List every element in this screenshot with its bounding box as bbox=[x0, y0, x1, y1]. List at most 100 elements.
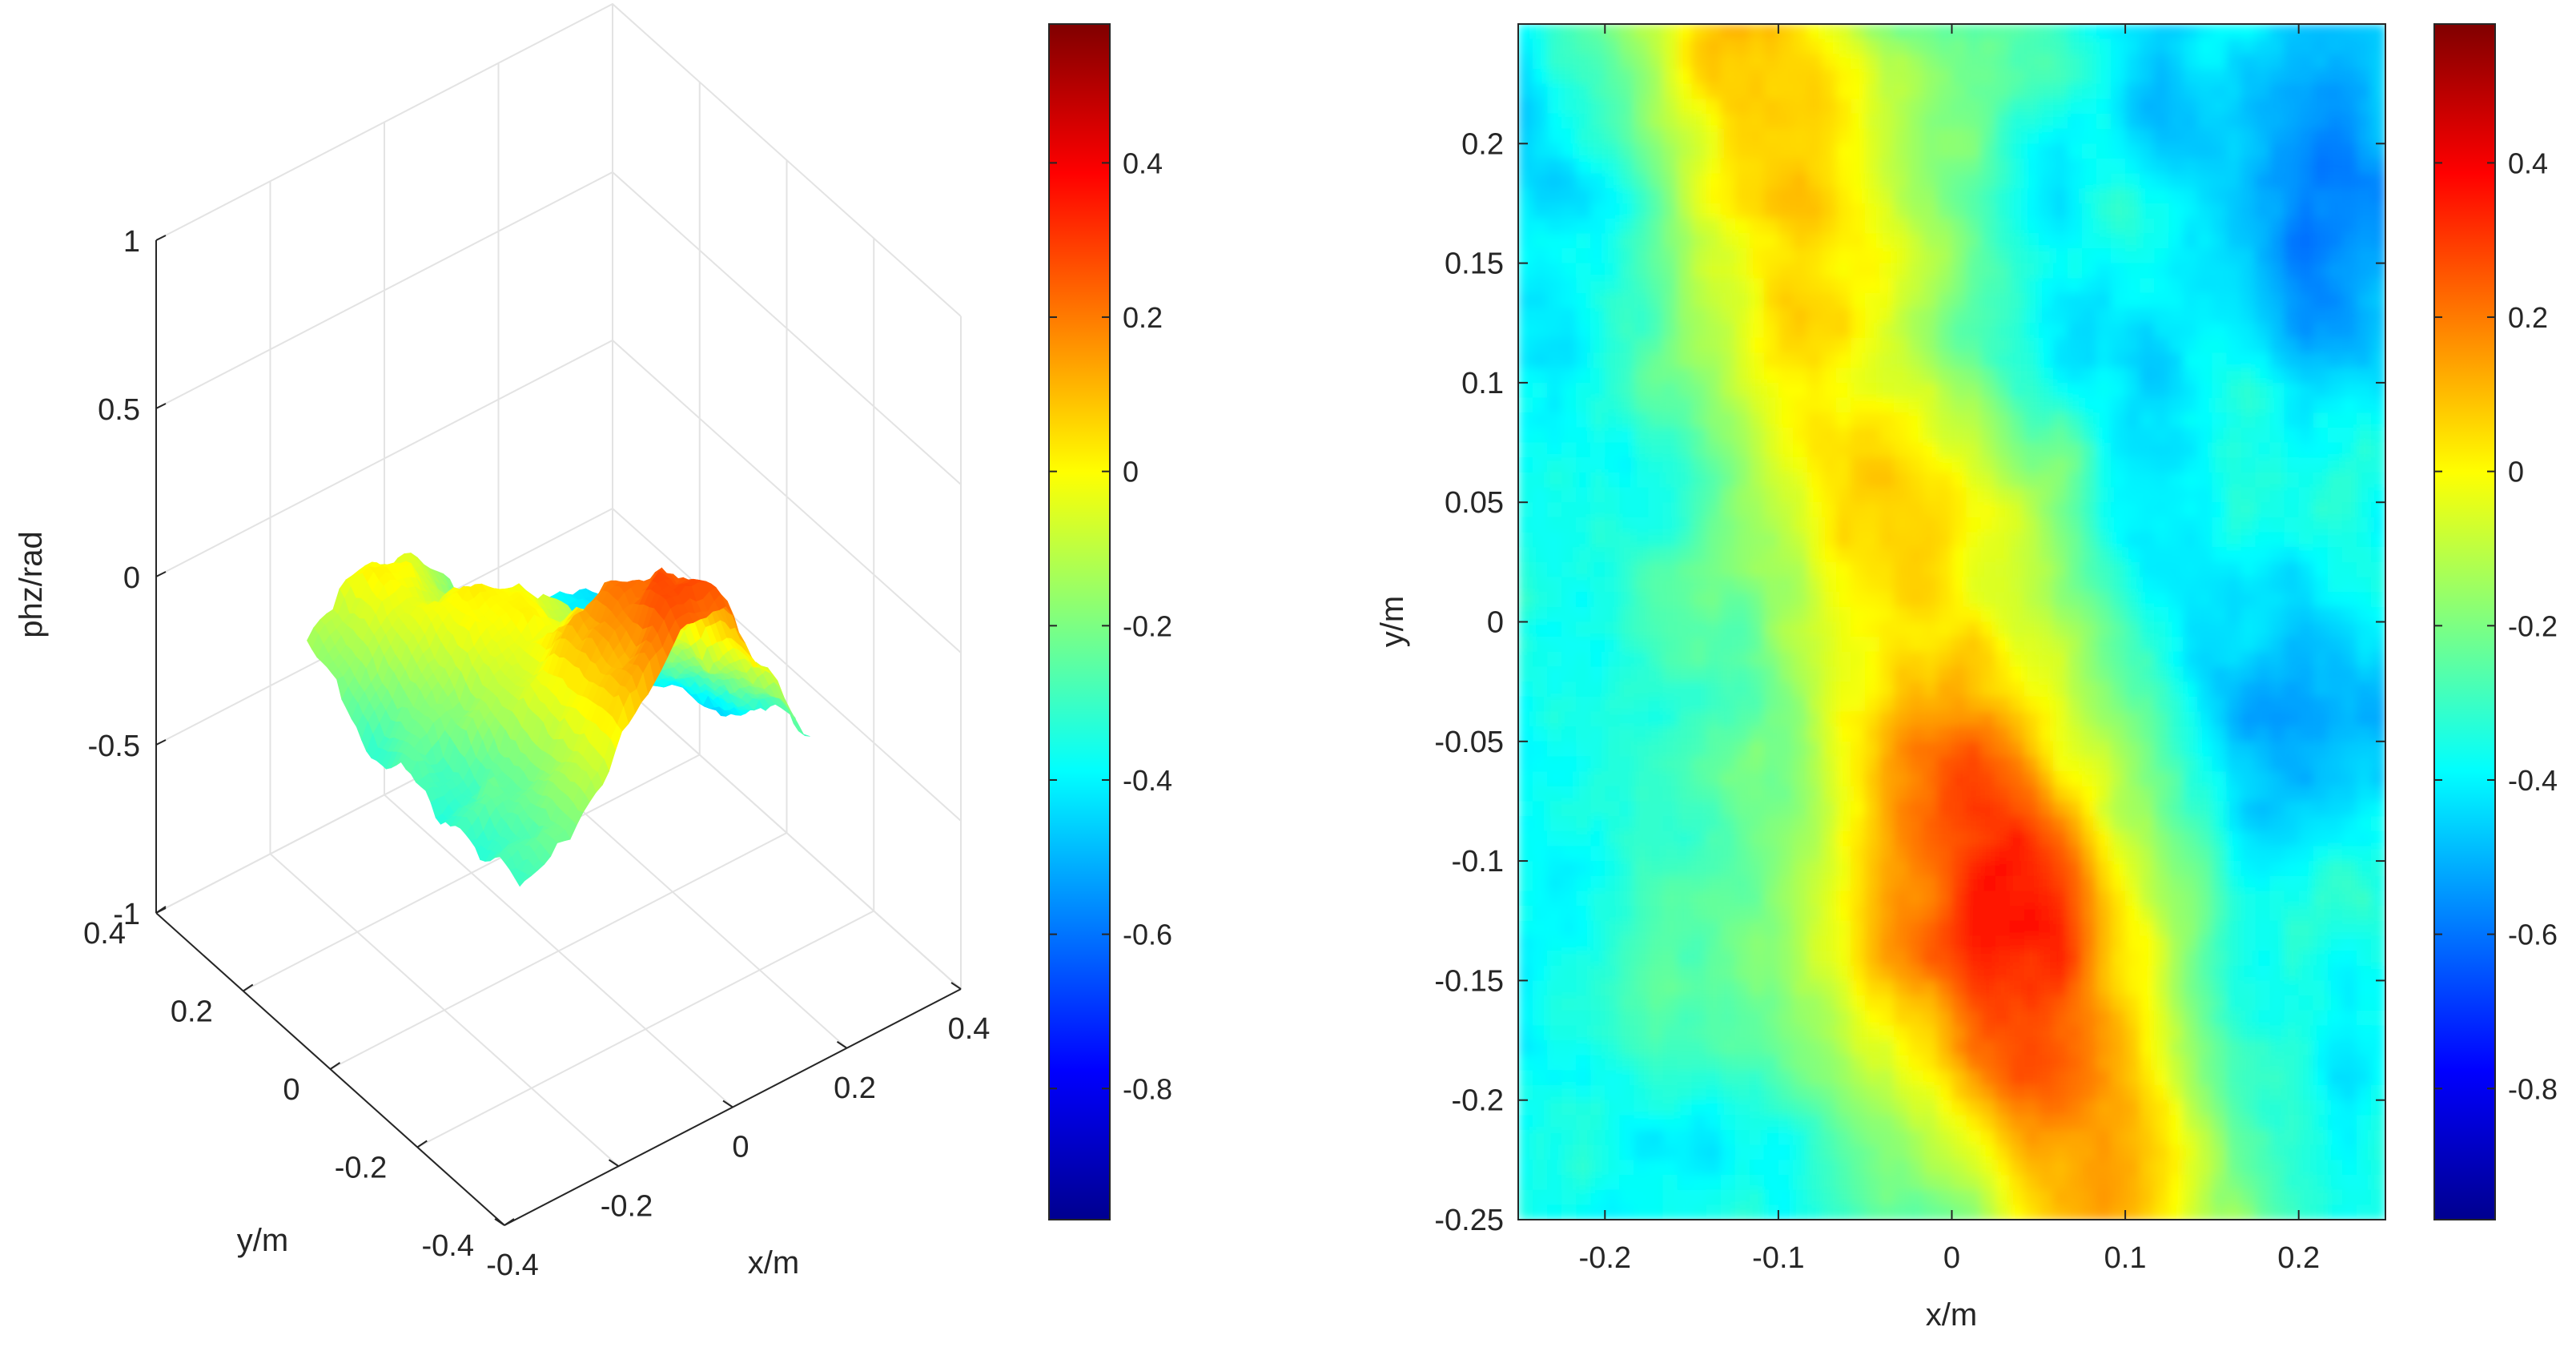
heatmap-cell bbox=[1908, 651, 1924, 668]
heatmap-cell bbox=[2298, 368, 2314, 384]
heatmap-cell bbox=[2313, 696, 2329, 713]
heatmap-cell bbox=[2009, 442, 2025, 459]
heatmap-cell bbox=[1894, 741, 1910, 758]
heatmap-cell bbox=[1879, 292, 1895, 309]
heatmap-cell bbox=[1923, 726, 1939, 742]
heatmap-cell bbox=[1706, 113, 1722, 130]
heatmap-cell bbox=[2154, 637, 2170, 653]
heatmap-cell bbox=[2197, 666, 2213, 682]
heatmap-cell bbox=[1662, 472, 1678, 489]
heatmap-cell bbox=[1662, 756, 1678, 772]
heatmap-cell bbox=[1792, 337, 1808, 354]
heatmap-cell bbox=[2197, 412, 2213, 428]
heatmap-cell bbox=[2327, 203, 2343, 219]
heatmap-cell bbox=[1576, 666, 1592, 682]
heatmap-cell bbox=[1995, 561, 2011, 578]
heatmap-cell bbox=[1605, 756, 1621, 772]
heatmap-cell bbox=[2269, 233, 2285, 249]
heatmap-cell bbox=[2327, 621, 2343, 637]
heatmap-cell bbox=[2341, 547, 2357, 563]
heatmap-cell bbox=[1763, 726, 1779, 742]
heatmap-cell bbox=[1677, 487, 1693, 503]
heatmap-cell bbox=[1605, 637, 1621, 653]
heatmap-cell bbox=[1677, 173, 1693, 190]
heatmap-cell bbox=[1734, 308, 1750, 324]
heatmap-cell bbox=[2327, 24, 2343, 40]
heatmap-cell bbox=[1923, 143, 1939, 159]
heatmap-cell bbox=[2226, 143, 2242, 159]
heatmap-cell bbox=[1778, 696, 1794, 713]
heatmap-cell bbox=[2067, 68, 2083, 85]
heatmap-cell bbox=[2313, 547, 2329, 563]
heatmap-cell bbox=[1763, 247, 1779, 264]
heatmap-cell bbox=[2370, 337, 2385, 354]
heatmap-cell bbox=[1619, 99, 1635, 115]
heatmap-cell bbox=[1937, 397, 1953, 414]
heatmap-cell bbox=[1923, 741, 1939, 758]
heatmap-cell bbox=[2096, 457, 2112, 473]
heatmap-cell bbox=[1734, 382, 1750, 399]
heatmap-cell bbox=[1951, 143, 1967, 159]
heatmap-cell bbox=[1879, 682, 1895, 698]
heatmap-cell bbox=[2313, 203, 2329, 219]
heatmap-cell bbox=[1923, 606, 1939, 623]
heatmap-cell bbox=[1923, 158, 1939, 175]
heatmap-cell bbox=[2081, 472, 2097, 489]
heatmap-cell bbox=[2140, 308, 2155, 324]
heatmap-cell bbox=[2356, 532, 2372, 548]
heatmap-cell bbox=[2183, 606, 2199, 623]
heatmap-cell bbox=[2168, 682, 2184, 698]
axes-3d: -1-0.500.510.40.20-0.2-0.4-0.4-0.200.20.… bbox=[83, 225, 990, 1282]
heatmap-cell bbox=[2168, 54, 2184, 70]
heatmap-cell bbox=[1822, 143, 1837, 159]
heatmap-cell bbox=[1995, 38, 2011, 55]
heatmap-cell bbox=[1605, 666, 1621, 682]
heatmap-cell bbox=[1980, 368, 1996, 384]
heatmap-cell bbox=[1980, 412, 1996, 428]
heatmap-cell bbox=[1763, 188, 1779, 204]
heatmap-cell bbox=[1619, 606, 1635, 623]
heatmap-cell bbox=[1561, 637, 1577, 653]
heatmap-cell bbox=[1937, 532, 1953, 548]
heatmap-cell bbox=[1966, 233, 1982, 249]
heatmap-cell bbox=[2313, 412, 2329, 428]
heatmap-cell bbox=[2313, 382, 2329, 399]
heatmap-cell bbox=[2111, 218, 2126, 235]
heatmap-cell bbox=[2081, 397, 2097, 414]
heatmap-cell bbox=[1851, 218, 1866, 235]
heatmap-cell bbox=[1851, 577, 1866, 593]
heatmap-cell bbox=[1749, 188, 1765, 204]
heatmap-cell bbox=[1763, 666, 1779, 682]
heatmap-cell bbox=[1792, 741, 1808, 758]
heatmap-cell bbox=[2140, 606, 2155, 623]
heatmap-cell bbox=[1966, 517, 1982, 533]
heatmap-cell bbox=[2226, 547, 2242, 563]
heatmap-cell bbox=[1923, 308, 1939, 324]
heatmap-cell bbox=[1706, 606, 1722, 623]
heatmap-cell bbox=[1807, 606, 1822, 623]
heatmap-cell bbox=[1720, 173, 1736, 190]
heatmap-cell bbox=[2240, 711, 2257, 727]
heatmap-cell bbox=[1648, 337, 1664, 354]
heatmap-cell bbox=[1937, 666, 1953, 682]
heatmap-cell bbox=[2255, 472, 2271, 489]
heatmap-cell bbox=[2370, 427, 2385, 444]
z-tick-label: -1 bbox=[113, 898, 140, 931]
heatmap-cell bbox=[1995, 651, 2011, 668]
heatmap-cell bbox=[1851, 263, 1866, 279]
heatmap-cell bbox=[1648, 472, 1664, 489]
heatmap-cell bbox=[2038, 278, 2054, 294]
heatmap-cell bbox=[2327, 352, 2343, 369]
heatmap-cell bbox=[2226, 487, 2242, 503]
heatmap-cell bbox=[1894, 502, 1910, 518]
heatmap-cell bbox=[1995, 83, 2011, 100]
heatmap-cell bbox=[2240, 83, 2257, 100]
heatmap-cell bbox=[2212, 323, 2228, 339]
x-tick-label: 0.4 bbox=[948, 1012, 991, 1046]
heatmap-cell bbox=[1720, 143, 1736, 159]
heatmap-cell bbox=[2298, 651, 2314, 668]
heatmap-cell bbox=[2154, 158, 2170, 175]
heatmap-cell bbox=[1648, 233, 1664, 249]
heatmap-cell bbox=[1980, 99, 1996, 115]
heatmap-cell bbox=[2168, 472, 2184, 489]
